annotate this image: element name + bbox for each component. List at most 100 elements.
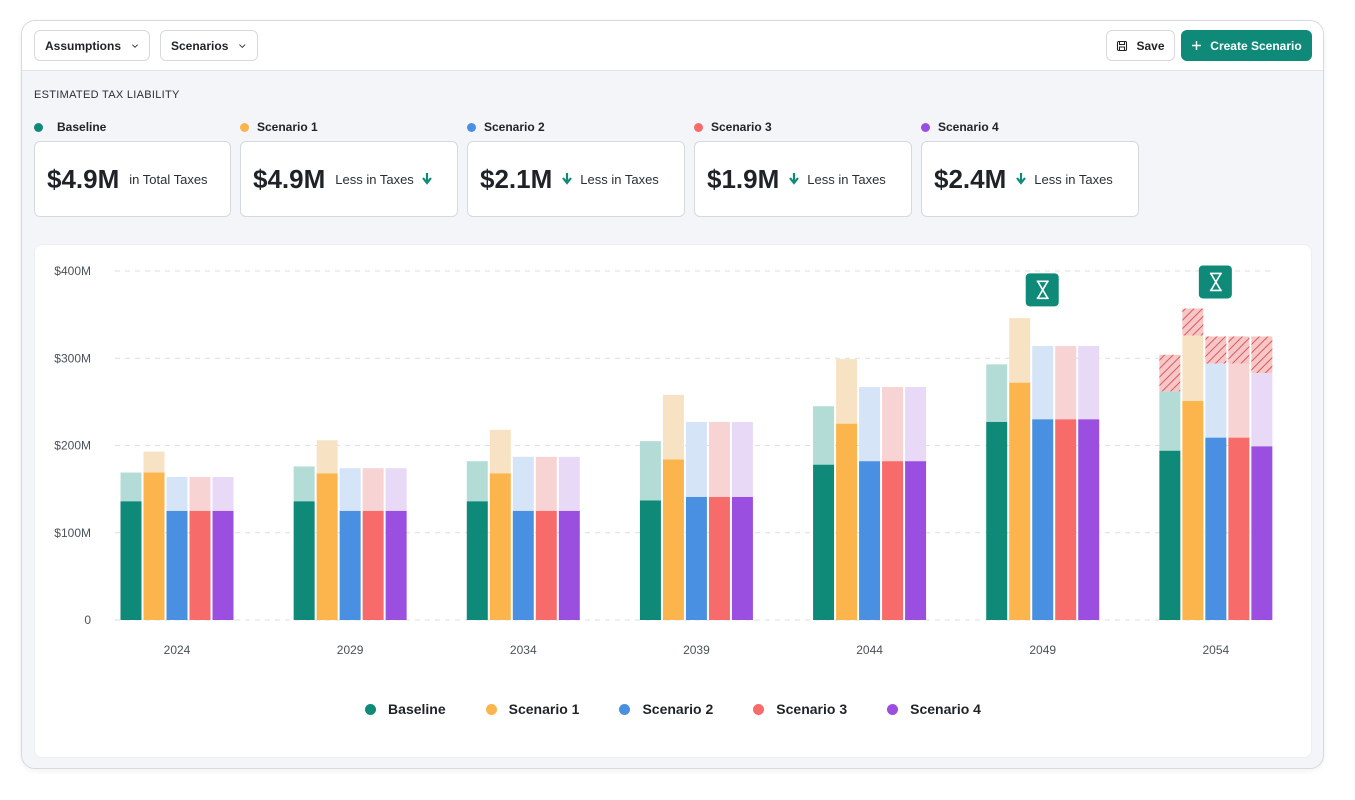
bar-segment-light — [1032, 346, 1054, 420]
bar-segment-solid — [512, 510, 534, 620]
app-window: Assumptions Scenarios Save Create Scenar… — [21, 20, 1324, 769]
kpi-card-scenario-3[interactable]: $1.9M Less in Taxes — [694, 141, 912, 217]
legend-dot-icon — [485, 703, 497, 715]
y-tick-label: $300M — [54, 351, 91, 365]
bar-segment-solid — [558, 510, 580, 620]
x-tick-label: 2034 — [510, 643, 537, 657]
bar-segment-light — [512, 456, 534, 511]
bar-segment-solid — [385, 510, 407, 620]
legend-item-scenario-2[interactable]: Scenario 2 — [619, 701, 713, 717]
bar-segment-light — [143, 451, 165, 473]
bar-segment-solid — [836, 423, 858, 620]
legend-item-baseline[interactable]: Baseline — [365, 701, 446, 717]
bar-segment-light — [882, 387, 904, 462]
bar-segment-light — [662, 394, 684, 460]
kpi-text: Less in Taxes — [1034, 171, 1113, 187]
bar-segment-light — [362, 468, 384, 511]
kpi-value: $4.9M — [253, 163, 326, 194]
kpi-card-scenario-2[interactable]: $2.1M Less in Taxes — [467, 141, 685, 217]
kpi-legend-scenario-2: Scenario 2 — [467, 120, 545, 134]
bar-segment-hatched — [1205, 336, 1227, 364]
bar-segment-light — [120, 472, 142, 502]
bar-segment-light — [639, 441, 661, 501]
kpi-value: $2.1M — [480, 163, 553, 194]
x-tick-label: 2044 — [856, 643, 883, 657]
bar-segment-solid — [1159, 450, 1181, 620]
bar-segment-light — [1182, 335, 1204, 402]
save-button[interactable]: Save — [1106, 30, 1175, 61]
hourglass-icon — [1209, 272, 1222, 292]
bar-segment-solid — [189, 510, 211, 620]
bar-segment-solid — [362, 510, 384, 620]
bar-segment-light — [708, 421, 730, 497]
bar-segment-light — [731, 421, 753, 497]
bar-segment-solid — [1251, 446, 1273, 620]
y-tick-label: $400M — [54, 264, 91, 278]
bar-segment-light — [1251, 373, 1273, 447]
bar-segment-light — [1078, 346, 1100, 420]
kpi-card-baseline[interactable]: $4.9M in Total Taxes — [34, 141, 231, 217]
assumptions-dropdown[interactable]: Assumptions — [34, 30, 150, 61]
chevron-down-icon — [132, 43, 138, 48]
bar-segment-solid — [212, 510, 234, 620]
bar-segment-hatched — [1251, 336, 1273, 374]
kpi-value: $4.9M — [47, 163, 120, 194]
legend-item-scenario-3[interactable]: Scenario 3 — [753, 701, 847, 717]
scenarios-dropdown[interactable]: Scenarios — [160, 30, 258, 61]
kpi-text: in Total Taxes — [129, 171, 208, 187]
bar-segment-solid — [986, 421, 1008, 620]
bar-segment-solid — [662, 459, 684, 620]
bar-segment-solid — [639, 500, 661, 620]
bar-segment-solid — [1032, 419, 1054, 620]
kpi-legend-scenario-1: Scenario 1 — [240, 120, 318, 134]
kpi-value: $2.4M — [934, 163, 1007, 194]
create-scenario-button[interactable]: Create Scenario — [1181, 30, 1312, 61]
x-tick-label: 2024 — [164, 643, 191, 657]
bar-segment-light — [166, 476, 188, 511]
bar-segment-solid — [535, 510, 557, 620]
scenario-4-dot-icon — [921, 122, 930, 132]
scenario-2-dot-icon — [467, 122, 476, 132]
bar-segment-light — [535, 456, 557, 511]
create-scenario-label: Create Scenario — [1210, 38, 1302, 53]
bar-segment-solid — [316, 473, 338, 620]
kpi-text: Less in Taxes — [807, 171, 886, 187]
y-tick-label: 0 — [84, 613, 91, 627]
bar-segment-solid — [143, 472, 165, 620]
bar-segment-solid — [1009, 382, 1031, 620]
bar-segment-light — [558, 456, 580, 511]
bar-segment-light — [1159, 391, 1181, 451]
bar-segment-solid — [813, 464, 835, 620]
bar-segment-light — [212, 476, 234, 511]
bar-segment-solid — [166, 510, 188, 620]
save-label: Save — [1136, 38, 1165, 53]
legend-item-scenario-1[interactable]: Scenario 1 — [485, 701, 579, 717]
tax-liability-chart: 0 $100M $200M $300M $400M 2024 2029 2034 2039 204… — [34, 244, 1312, 758]
x-tick-label: 2054 — [1203, 643, 1230, 657]
kpi-card-scenario-1[interactable]: $4.9M Less in Taxes — [240, 141, 458, 217]
hourglass-icon — [1036, 280, 1049, 300]
bar-segment-solid — [466, 501, 488, 620]
legend-item-scenario-4[interactable]: Scenario 4 — [887, 701, 981, 717]
bar-segment-solid — [1078, 419, 1100, 620]
bar-segment-light — [859, 387, 881, 462]
bar-segment-solid — [1228, 437, 1250, 620]
scenario-1-dot-icon — [240, 122, 249, 132]
kpi-text: Less in Taxes — [580, 171, 659, 187]
kpi-card-scenario-4[interactable]: $2.4M Less in Taxes — [921, 141, 1139, 217]
x-tick-label: 2029 — [337, 643, 364, 657]
bar-segment-light — [1228, 363, 1250, 438]
legend-dot-icon — [887, 703, 899, 715]
kpi-value: $1.9M — [707, 163, 780, 194]
bar-segment-light — [466, 461, 488, 502]
y-tick-label: $200M — [54, 439, 91, 453]
x-tick-label: 2049 — [1029, 643, 1056, 657]
bar-segment-light — [685, 421, 707, 497]
scenarios-label: Scenarios — [171, 38, 229, 53]
chevron-down-icon — [239, 43, 246, 48]
arrow-down-icon — [421, 173, 432, 185]
x-tick-label: 2039 — [683, 643, 710, 657]
bar-segment-light — [905, 387, 927, 462]
legend-dot-icon — [753, 703, 765, 715]
bar-segment-solid — [1055, 419, 1077, 620]
